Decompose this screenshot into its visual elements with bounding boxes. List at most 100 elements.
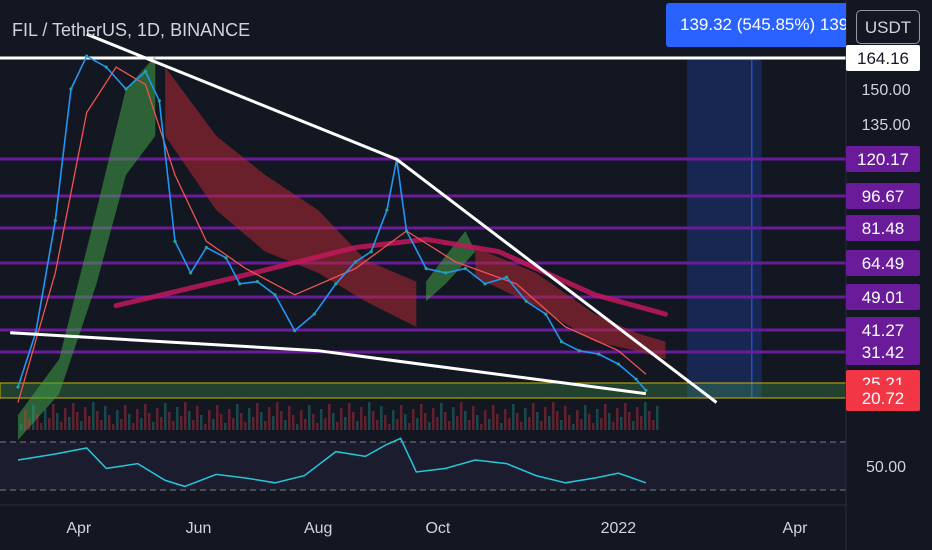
ichimoku-cloud-red: [475, 247, 666, 360]
volume-bar: [440, 403, 443, 430]
volume-bar: [588, 414, 591, 430]
volume-bar: [164, 403, 167, 430]
volume-bar: [624, 403, 627, 430]
price-point: [255, 280, 259, 284]
volume-bar: [236, 404, 239, 430]
time-tick-label: Jun: [186, 520, 212, 537]
ichimoku-cloud-red: [165, 67, 417, 327]
volume-bar: [48, 418, 51, 430]
volume-bar: [500, 423, 503, 430]
volume-bar: [504, 409, 507, 430]
volume-bar: [408, 423, 411, 430]
volume-bar: [116, 410, 119, 430]
price-label: 49.01: [862, 288, 905, 307]
volume-bar: [64, 408, 67, 430]
volume-bar: [524, 408, 527, 430]
price-point: [124, 87, 128, 91]
price-point: [404, 229, 409, 233]
volume-bar: [412, 409, 415, 430]
base-line: [17, 66, 647, 403]
volume-bar: [264, 421, 267, 430]
price-label-box: [846, 45, 920, 71]
volume-bar: [252, 417, 255, 430]
price-label-box: [846, 284, 920, 310]
volume-bar: [216, 405, 219, 430]
volume-bar: [180, 416, 183, 430]
volume-bar: [476, 415, 479, 430]
time-tick-label: Oct: [425, 520, 450, 537]
volume-bar: [44, 409, 47, 430]
volume-bar: [384, 415, 387, 430]
volume-bar: [432, 408, 435, 430]
volume-bar: [544, 407, 547, 430]
rsi-tick-label: 50.00: [866, 459, 906, 476]
volume-bar: [600, 418, 603, 430]
volume-bar: [456, 416, 459, 430]
volume-bar: [608, 413, 611, 430]
measure-badge: 139.32 (545.85%) 139: [666, 3, 846, 47]
volume-bar: [380, 406, 383, 430]
price-point: [463, 266, 467, 271]
currency-button[interactable]: USDT: [856, 10, 920, 44]
symbol-title: FIL / TetherUS, 1D, BINANCE: [12, 20, 251, 40]
price-label: 31.42: [862, 343, 905, 362]
volume-bar: [492, 405, 495, 430]
price-point: [273, 293, 277, 297]
price-point: [143, 69, 148, 74]
volume-bar: [332, 413, 335, 430]
price-point: [53, 218, 57, 223]
volume-bar: [488, 419, 491, 430]
volume-bar: [244, 422, 247, 430]
time-tick-label: 2022: [601, 520, 637, 537]
volume-bar: [636, 407, 639, 430]
volume-bar: [652, 420, 655, 430]
volume-bar: [464, 411, 467, 430]
volume-bar: [328, 404, 331, 430]
price-point: [16, 385, 20, 389]
ichimoku-cloud-green: [18, 56, 156, 440]
volume-bar: [36, 414, 39, 430]
trendline: [10, 331, 647, 396]
volume-bar: [20, 424, 23, 430]
volume-bar: [220, 414, 223, 430]
price-point: [293, 329, 297, 333]
volume-bar: [628, 412, 631, 430]
volume-bar: [136, 409, 139, 430]
price-point: [524, 299, 528, 303]
volume-bar: [60, 422, 63, 430]
volume-bar: [308, 405, 311, 430]
volume-bar: [364, 416, 367, 430]
price-point: [504, 275, 509, 279]
volume-bar: [352, 412, 355, 430]
price-point: [577, 349, 581, 353]
volume-bar: [508, 418, 511, 430]
price-label-box: [846, 183, 920, 209]
volume-bar: [396, 419, 399, 430]
volume-bar: [148, 413, 151, 430]
volume-bar: [444, 412, 447, 430]
volume-bar: [344, 417, 347, 430]
volume-bar: [576, 410, 579, 430]
trendline: [86, 32, 718, 404]
volume-bar: [548, 416, 551, 430]
volume-bar: [72, 403, 75, 430]
price-point: [424, 266, 428, 271]
volume-bar: [400, 405, 403, 430]
volume-bar: [156, 408, 159, 430]
volume-bar: [272, 416, 275, 430]
volume-bar: [640, 416, 643, 430]
price-point: [224, 256, 228, 260]
volume-bar: [620, 417, 623, 430]
price-label-box: [846, 250, 920, 276]
price-label-box: [846, 146, 920, 172]
price-point: [312, 312, 316, 316]
volume-bar: [152, 422, 155, 430]
volume-bar: [228, 409, 231, 430]
volume-bar: [188, 411, 191, 430]
volume-bar: [140, 418, 143, 430]
volume-bar: [360, 407, 363, 430]
volume-bar: [68, 417, 71, 430]
volume-bar: [596, 409, 599, 430]
volume-bar: [316, 423, 319, 430]
